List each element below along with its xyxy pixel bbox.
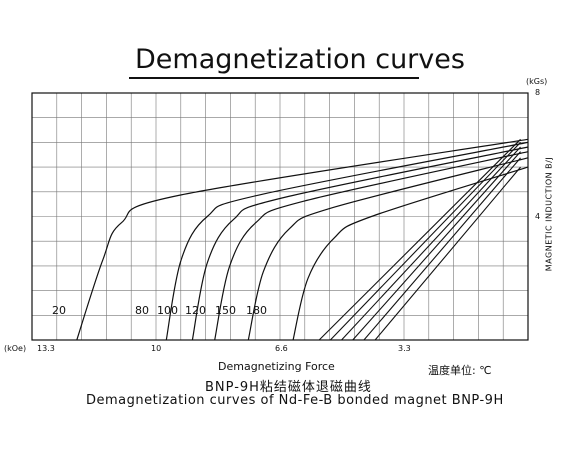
y-unit: (kGs) [526, 77, 548, 86]
recoil-line-100 [341, 146, 521, 341]
temperature-unit-note: 温度单位: ℃ [428, 364, 492, 377]
curve-150 [247, 157, 529, 341]
recoil-line-150 [363, 157, 521, 341]
curve-120 [214, 151, 529, 341]
curve-80 [165, 141, 529, 341]
y-tick-4: 4 [535, 212, 541, 221]
temp-label-100: 100 [157, 304, 178, 317]
curve-180 [292, 166, 529, 341]
curve-100 [191, 146, 529, 341]
x-tick-3-3: 3.3 [398, 344, 411, 353]
temp-label-180: 180 [246, 304, 267, 317]
recoil-line-120 [352, 151, 521, 341]
recoil-line-180 [374, 166, 521, 341]
x-axis-label: Demagnetizing Force [218, 360, 335, 373]
x-unit: (kOe) [4, 344, 27, 353]
x-tick-10: 10 [151, 344, 162, 353]
recoil-line-80 [329, 142, 521, 341]
temp-label-150: 150 [215, 304, 236, 317]
grid-lines [32, 93, 528, 340]
y-tick-8: 8 [535, 88, 541, 97]
caption-english: Demagnetization curves of Nd-Fe-B bonded… [86, 393, 504, 408]
plot-frame [31, 92, 529, 341]
title-underline [129, 77, 419, 79]
demag-curves [76, 138, 529, 341]
caption-chinese: BNP-9H粘结磁体退磁曲线 [205, 380, 372, 395]
temp-label-80: 80 [135, 304, 149, 317]
x-tick-13-3: 13.3 [37, 344, 55, 353]
curve-20 [76, 138, 529, 341]
recoil-line-20 [318, 138, 521, 341]
y-axis-label: MAGNETIC INDUCTION B/J [544, 156, 554, 272]
temp-label-20: 20 [52, 304, 66, 317]
chart-title: Demagnetization curves [135, 44, 465, 75]
x-tick-6-6: 6.6 [275, 344, 288, 353]
temp-label-120: 120 [185, 304, 206, 317]
